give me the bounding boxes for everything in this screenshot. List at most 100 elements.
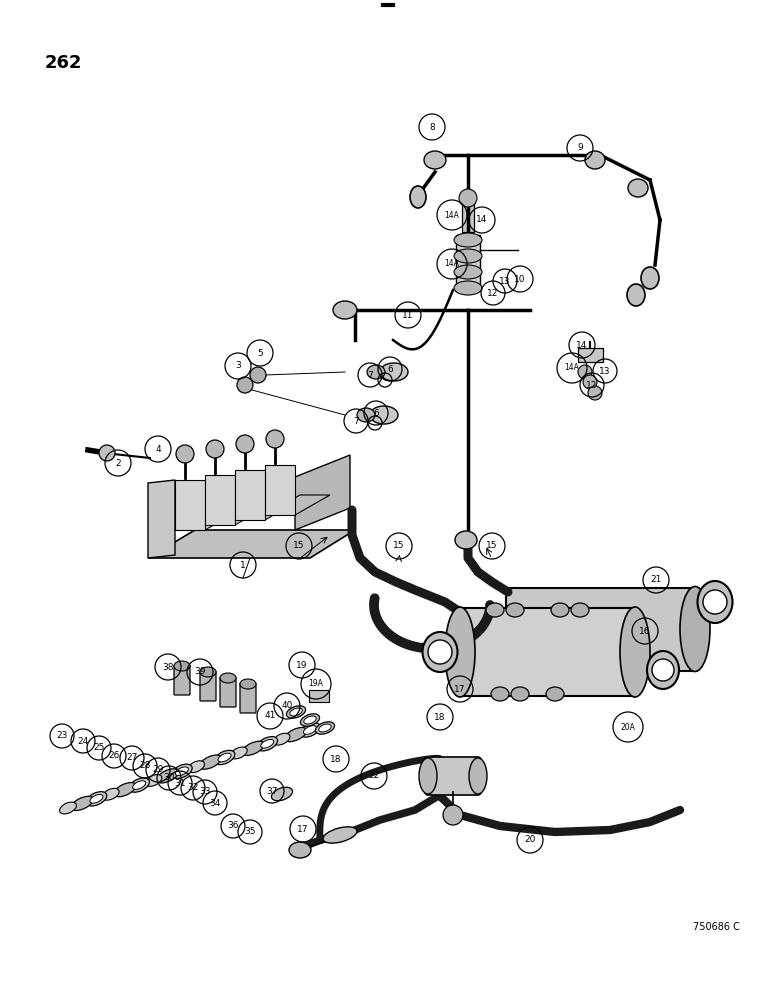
Text: 27: 27 [127,754,137,762]
Text: 19: 19 [296,660,308,670]
Text: 20: 20 [524,836,536,844]
Ellipse shape [215,750,235,765]
Ellipse shape [200,667,216,677]
Ellipse shape [628,179,648,197]
Ellipse shape [257,737,278,751]
Ellipse shape [59,802,76,814]
Text: 6: 6 [373,408,379,418]
FancyBboxPatch shape [462,202,474,232]
Ellipse shape [455,531,477,549]
Circle shape [237,377,253,393]
Ellipse shape [303,726,317,734]
Ellipse shape [90,794,103,803]
Text: 16: 16 [639,626,651,636]
Text: 14: 14 [476,216,488,225]
Text: 19A: 19A [309,680,323,688]
Ellipse shape [261,739,274,748]
Polygon shape [235,470,265,520]
Ellipse shape [454,233,482,247]
Circle shape [443,805,463,825]
Text: 1: 1 [240,560,245,570]
FancyBboxPatch shape [425,757,481,795]
Circle shape [99,445,115,461]
Ellipse shape [133,781,146,789]
Ellipse shape [240,679,256,689]
Text: 2: 2 [115,458,120,468]
Ellipse shape [410,186,426,208]
FancyBboxPatch shape [240,683,256,713]
Ellipse shape [585,151,605,169]
Ellipse shape [511,687,529,701]
Ellipse shape [129,778,150,792]
Text: 17: 17 [454,684,466,694]
Text: 7: 7 [353,416,359,426]
Text: 26: 26 [108,752,120,760]
Ellipse shape [357,408,375,422]
Ellipse shape [641,267,659,289]
Text: 23: 23 [56,732,68,740]
Text: 18: 18 [330,754,342,764]
Text: 18: 18 [434,712,445,722]
Ellipse shape [303,716,317,724]
Text: 13: 13 [599,366,611,375]
Text: 35: 35 [244,828,256,836]
Text: 41: 41 [264,712,276,720]
FancyBboxPatch shape [456,235,480,290]
Polygon shape [265,465,295,515]
Circle shape [588,386,602,400]
Text: 750686 C: 750686 C [693,922,740,932]
Ellipse shape [445,607,475,697]
Text: 32: 32 [188,784,198,792]
Polygon shape [175,510,240,530]
Text: 37: 37 [266,786,278,796]
FancyBboxPatch shape [174,665,190,695]
Ellipse shape [286,706,306,718]
Text: 17: 17 [297,824,309,834]
Polygon shape [148,530,355,558]
Ellipse shape [174,661,190,671]
Text: 12: 12 [487,288,499,298]
Ellipse shape [230,747,247,759]
FancyBboxPatch shape [309,690,329,702]
Polygon shape [265,495,330,515]
Text: 38: 38 [162,662,174,672]
Ellipse shape [647,651,679,689]
Text: 14A: 14A [445,211,459,220]
Circle shape [703,590,727,614]
Text: 31: 31 [174,778,186,788]
Circle shape [266,430,284,448]
Polygon shape [295,455,350,530]
Ellipse shape [424,151,446,169]
Ellipse shape [188,761,205,773]
Ellipse shape [491,687,509,701]
Ellipse shape [102,788,119,800]
Ellipse shape [285,727,307,742]
Text: 14A: 14A [445,259,459,268]
Ellipse shape [171,764,192,778]
Polygon shape [175,480,205,530]
Polygon shape [148,480,175,558]
Ellipse shape [454,249,482,263]
Ellipse shape [113,783,136,797]
Ellipse shape [316,722,334,734]
Text: 6: 6 [387,364,393,373]
Text: 15: 15 [393,542,405,550]
Ellipse shape [86,792,107,806]
Text: 36: 36 [227,822,239,830]
Text: 21: 21 [650,576,662,584]
Text: 11: 11 [402,310,414,320]
Text: 20A: 20A [621,722,635,732]
Text: 34: 34 [209,798,221,808]
Ellipse shape [71,796,93,811]
Text: 5: 5 [257,349,263,358]
Text: 28: 28 [139,762,151,770]
Ellipse shape [620,607,650,697]
Circle shape [583,375,597,389]
Text: 39: 39 [195,668,206,676]
Text: 3: 3 [235,361,241,370]
Ellipse shape [367,365,385,379]
Text: 15: 15 [293,542,305,550]
Polygon shape [205,505,270,525]
Ellipse shape [220,673,236,683]
Circle shape [652,659,674,681]
